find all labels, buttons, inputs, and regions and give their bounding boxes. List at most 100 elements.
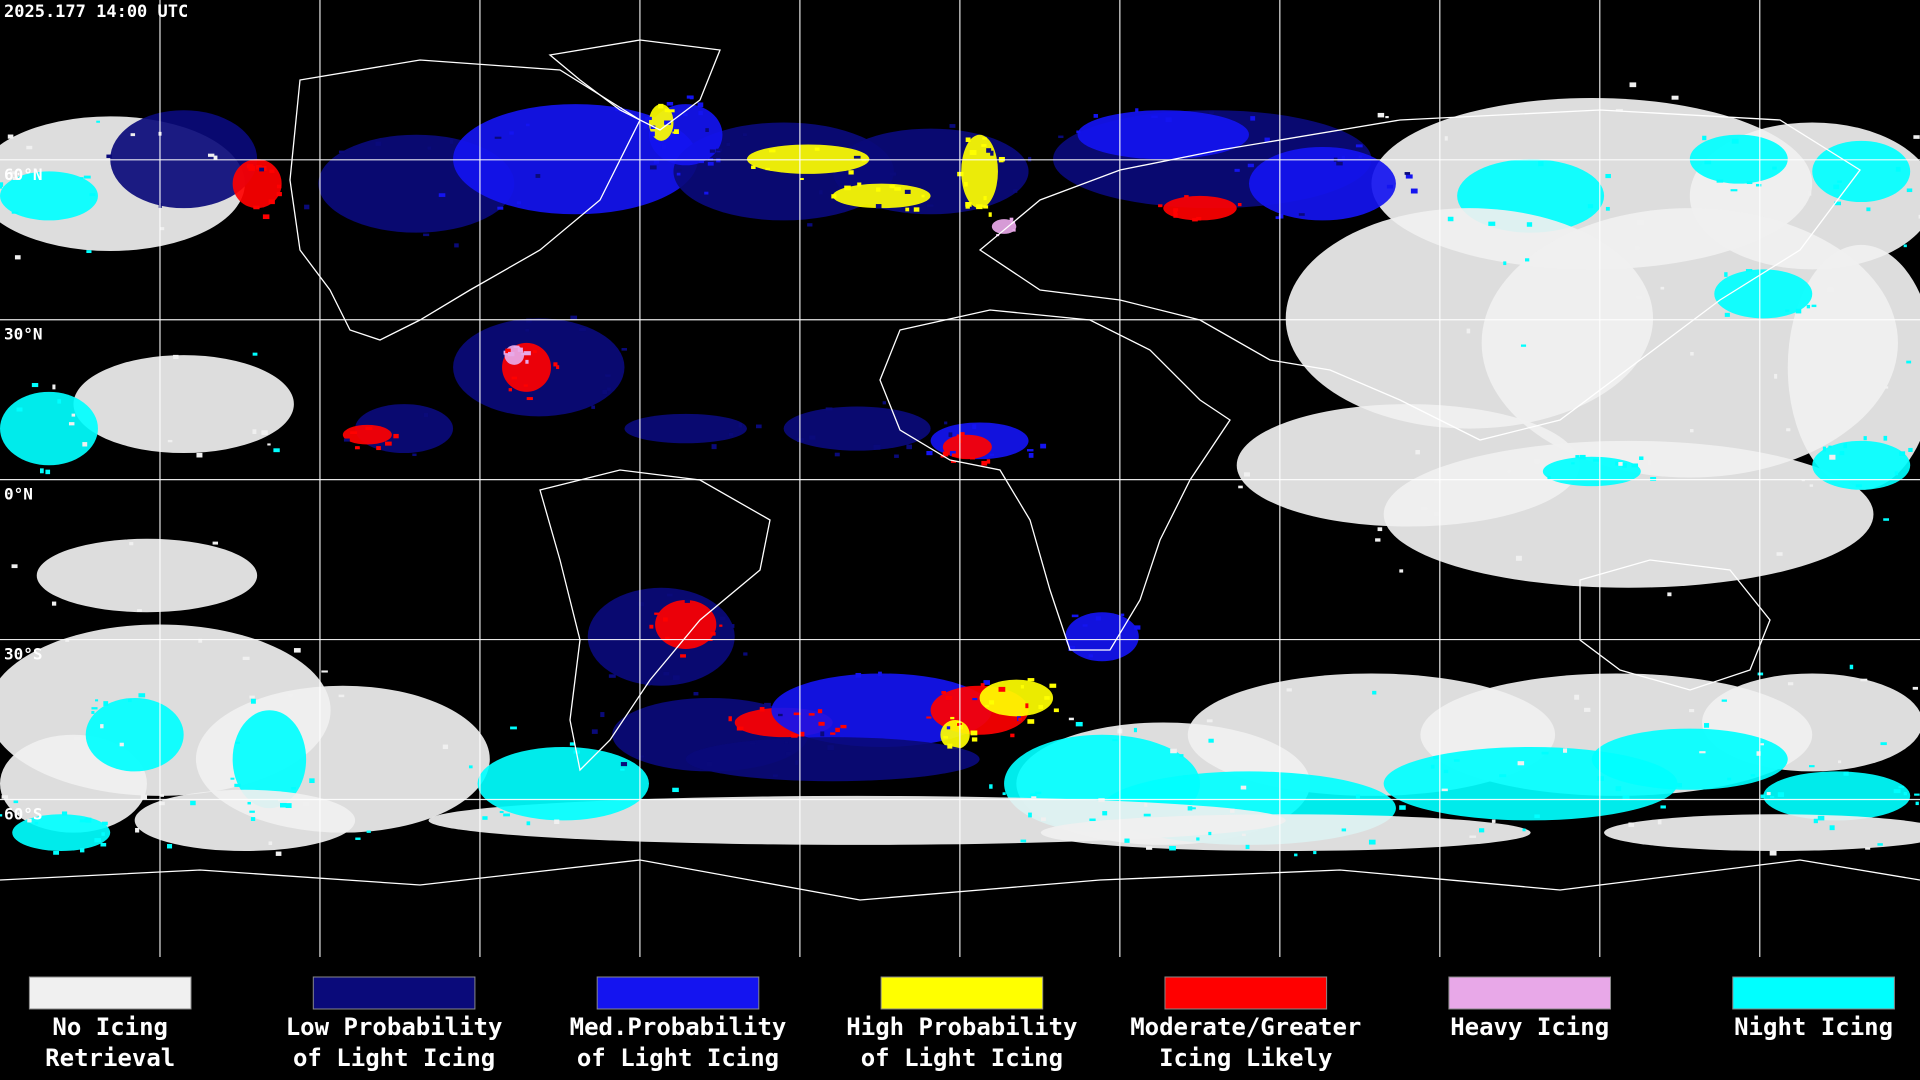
speckle xyxy=(1618,462,1623,466)
speckle xyxy=(532,350,537,354)
speckle xyxy=(1469,835,1477,838)
speckle xyxy=(791,733,798,738)
speckle xyxy=(516,201,522,205)
speckle xyxy=(983,196,987,201)
speckle xyxy=(11,564,18,569)
speckle xyxy=(827,745,834,751)
speckle xyxy=(526,397,533,401)
speckle xyxy=(998,686,1006,692)
speckle xyxy=(894,454,899,458)
speckle xyxy=(772,774,778,777)
speckle xyxy=(1637,220,1644,225)
speckle xyxy=(986,459,991,464)
speckle xyxy=(751,165,756,169)
speckle xyxy=(1179,754,1184,757)
speckle xyxy=(1031,794,1037,799)
speckle xyxy=(699,159,704,164)
speckle xyxy=(989,784,993,789)
cloud-patch xyxy=(342,424,392,445)
speckle xyxy=(1660,805,1666,809)
speckle xyxy=(808,713,815,716)
speckle xyxy=(674,129,679,134)
speckle xyxy=(100,724,104,729)
speckle xyxy=(965,206,970,209)
legend-label: High Probability xyxy=(846,1013,1077,1041)
speckle xyxy=(1615,786,1622,792)
speckle xyxy=(1593,458,1600,462)
speckle xyxy=(784,741,789,744)
speckle xyxy=(509,131,514,135)
speckle xyxy=(1173,209,1178,214)
speckle xyxy=(942,451,949,457)
speckle xyxy=(250,698,256,704)
legend-label: Night Icing xyxy=(1734,1013,1893,1041)
coast-australia xyxy=(1579,559,1771,691)
speckle xyxy=(1834,201,1842,206)
speckle xyxy=(173,354,179,359)
speckle xyxy=(1158,204,1163,208)
speckle xyxy=(1068,645,1076,651)
speckle xyxy=(198,638,203,643)
speckle xyxy=(242,656,250,660)
speckle xyxy=(79,819,87,823)
speckle xyxy=(736,726,744,731)
speckle xyxy=(1241,833,1246,837)
speckle xyxy=(894,187,901,191)
speckle xyxy=(1515,555,1522,561)
speckle xyxy=(256,165,262,170)
speckle xyxy=(1724,312,1730,317)
speckle xyxy=(1169,845,1176,851)
speckle xyxy=(1377,112,1385,118)
speckle xyxy=(1208,831,1212,836)
speckle xyxy=(525,328,530,332)
speckle xyxy=(1657,819,1662,825)
speckle xyxy=(988,700,995,705)
speckle xyxy=(213,155,218,160)
speckle xyxy=(661,144,666,149)
speckle xyxy=(1849,664,1854,670)
speckle xyxy=(795,760,799,765)
speckle xyxy=(969,457,976,460)
speckle xyxy=(1913,135,1920,139)
speckle xyxy=(196,452,203,458)
latitude-labels: 60°N 30°N 0°N 30°S 60°S xyxy=(4,165,43,824)
speckle xyxy=(1809,484,1814,487)
speckle xyxy=(1294,853,1298,857)
speckle xyxy=(1038,704,1044,709)
speckle xyxy=(1355,144,1363,148)
speckle xyxy=(393,433,399,439)
speckle xyxy=(1766,792,1771,796)
speckle xyxy=(1144,802,1148,807)
speckle xyxy=(1192,218,1198,222)
speckle xyxy=(591,405,596,409)
speckle xyxy=(1143,813,1151,817)
speckle xyxy=(1028,156,1032,162)
speckle xyxy=(1026,449,1034,452)
legend-swatch xyxy=(1732,976,1895,1010)
speckle xyxy=(1170,748,1177,754)
speckle xyxy=(1877,843,1883,846)
speckle xyxy=(1636,296,1642,299)
speckle xyxy=(273,448,280,453)
speckle xyxy=(1372,690,1377,695)
speckle xyxy=(554,819,560,825)
speckle xyxy=(1584,707,1591,712)
speckle xyxy=(1727,777,1732,781)
speckle xyxy=(1525,258,1530,262)
speckle xyxy=(1358,155,1362,158)
speckle xyxy=(423,233,430,237)
speckle xyxy=(89,193,96,197)
speckle xyxy=(526,318,532,323)
speckle xyxy=(525,123,530,127)
speckle xyxy=(1503,261,1507,266)
legend-label: Retrieval xyxy=(45,1044,175,1072)
speckle xyxy=(248,165,255,171)
speckle xyxy=(1002,792,1006,795)
speckle xyxy=(276,184,282,189)
speckle xyxy=(1234,168,1240,172)
coast-africa xyxy=(879,309,1231,651)
speckle xyxy=(889,184,895,189)
speckle xyxy=(809,435,816,440)
speckle xyxy=(1444,136,1448,141)
speckle xyxy=(1058,135,1064,139)
